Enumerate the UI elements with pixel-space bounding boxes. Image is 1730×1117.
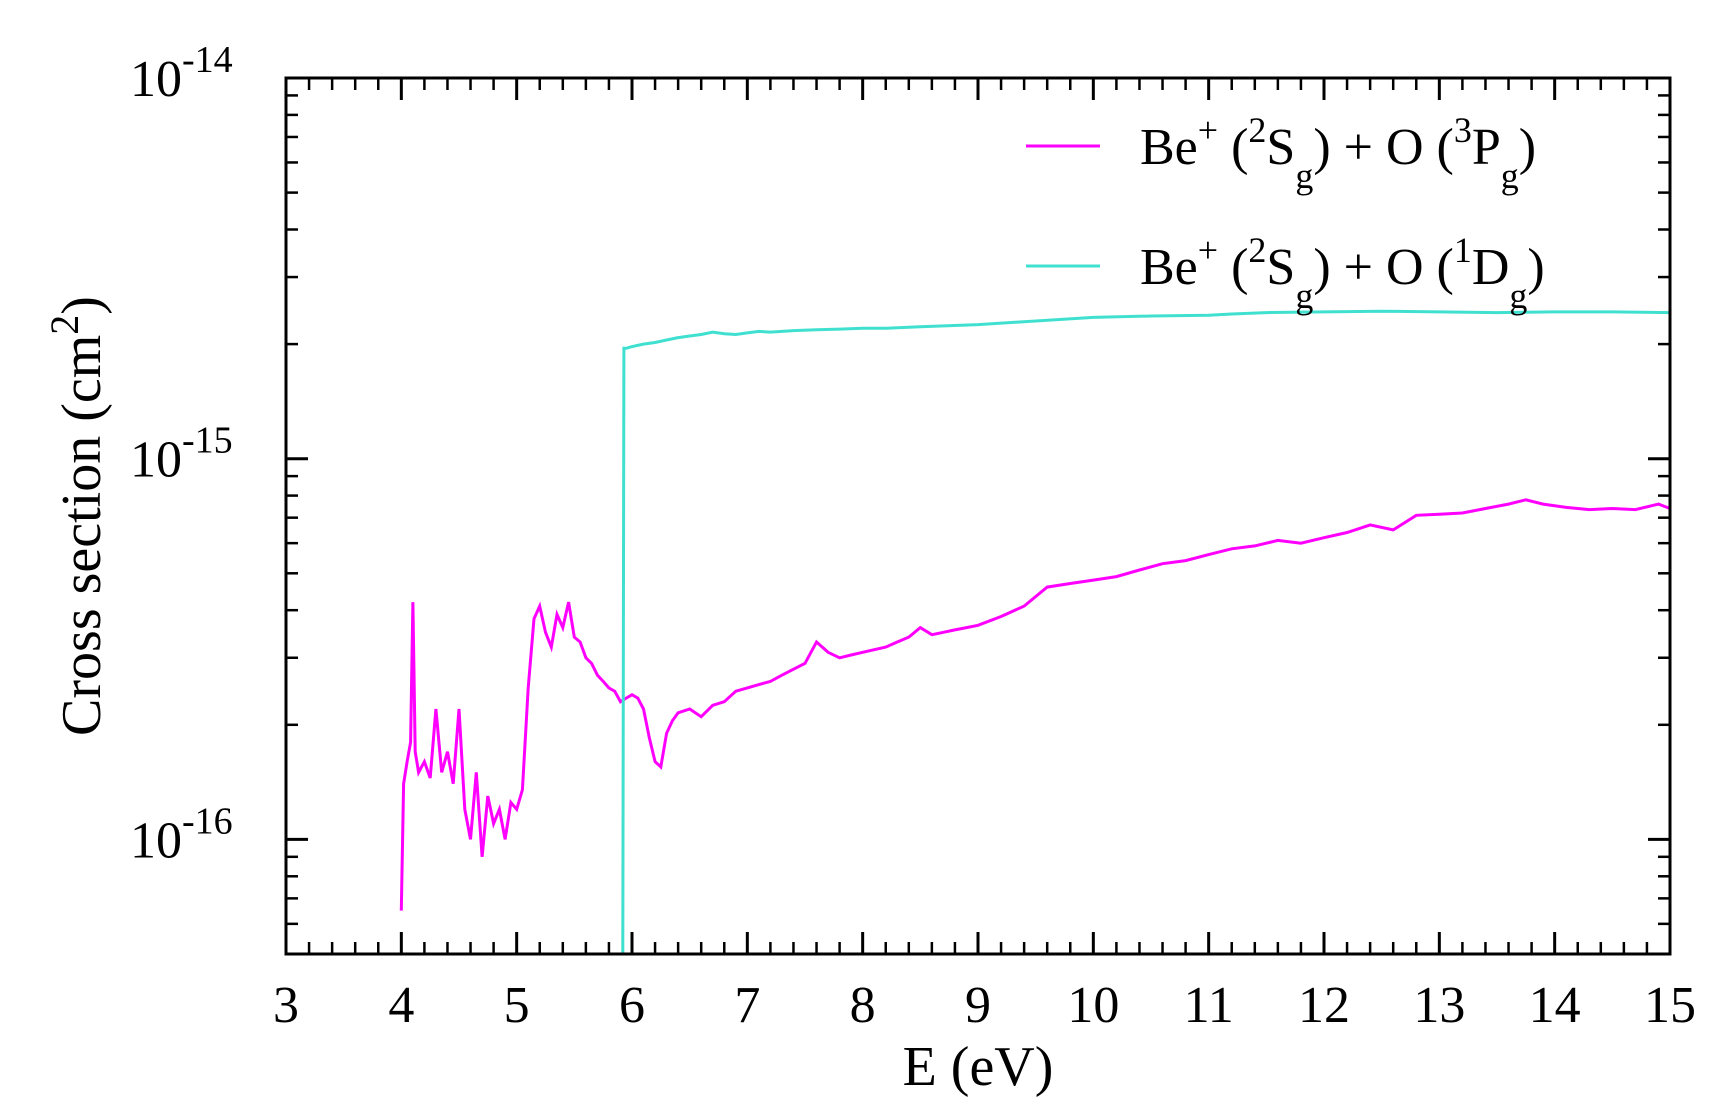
legend-label-1: Be+ (2Sg) + O (3Pg)	[1140, 110, 1536, 196]
x-tick-label: 9	[965, 977, 991, 1034]
x-tick-label: 7	[734, 977, 760, 1034]
series-line-2	[621, 309, 1671, 955]
x-tick-label: 11	[1184, 977, 1234, 1034]
y-axis-label: Cross section (cm2)	[42, 296, 114, 736]
x-axis-label: E (eV)	[903, 1036, 1054, 1098]
legend: Be+ (2Sg) + O (3Pg) Be+ (2Sg) + O (1Dg)	[1026, 110, 1545, 316]
y-tick-label: 10-15	[130, 420, 233, 489]
x-tick-label: 8	[850, 977, 876, 1034]
x-tick-label: 10	[1067, 977, 1119, 1034]
y-tick-label: 10-14	[130, 39, 233, 108]
x-tick-label: 4	[388, 977, 414, 1034]
x-tick-label: 13	[1413, 977, 1465, 1034]
x-tick-label: 14	[1529, 977, 1581, 1034]
ticks-layer: 3 4 5 6 7 8 9 10 11 12 13 14 15 10-14 10-15 10-16	[130, 39, 1696, 1034]
x-tick-label: 6	[619, 977, 645, 1034]
y-axis-label-sup: 2	[42, 315, 87, 335]
x-tick-label: 5	[504, 977, 530, 1034]
x-tick-label: 3	[273, 977, 299, 1034]
series-line-1	[399, 498, 1671, 911]
y-axis-label-text: Cross section (cm	[51, 335, 113, 736]
x-tick-label: 15	[1644, 977, 1696, 1034]
y-tick-label: 10-16	[130, 800, 233, 869]
legend-label-2: Be+ (2Sg) + O (1Dg)	[1140, 230, 1545, 316]
y-axis-label-close: )	[51, 296, 113, 315]
series-layer	[399, 309, 1671, 955]
x-tick-label: 12	[1298, 977, 1350, 1034]
